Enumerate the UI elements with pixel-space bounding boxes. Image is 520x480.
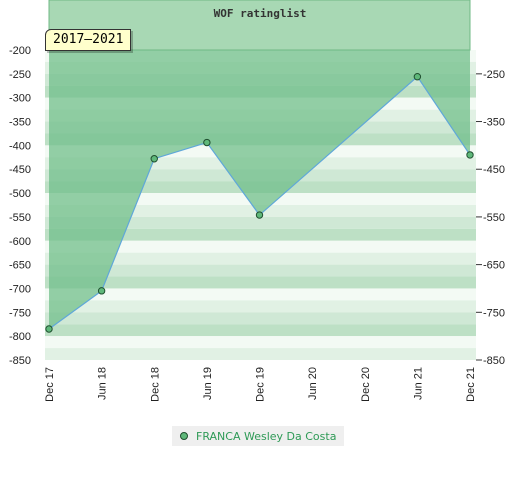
y-tick-label-left: -850 (9, 355, 31, 367)
background-band (45, 276, 476, 289)
data-point (45, 325, 53, 333)
x-tick-label: Dec 20 (360, 367, 372, 402)
legend-label: FRANCA Wesley Da Costa (196, 429, 337, 443)
y-axis-left: -200 -250 -300 -350 -400 -450 -500 -550 -600 -650… (9, 45, 31, 367)
legend[interactable]: FRANCA Wesley Da Costa (172, 426, 345, 446)
y-tick-label-left: -400 (9, 140, 31, 152)
background-band (45, 288, 476, 301)
background-band (45, 300, 476, 313)
data-point (97, 287, 106, 295)
data-point (466, 151, 474, 159)
chart-title: WOF ratinglist (214, 7, 307, 20)
background-band (45, 324, 476, 337)
x-tick-label: Jun 19 (202, 367, 214, 400)
y-tick-label-left: -450 (9, 164, 31, 176)
area-above-line (49, 50, 470, 329)
data-point (255, 211, 264, 219)
y-tick-label-left: -700 (9, 283, 31, 295)
x-tick-label: Jun 21 (412, 367, 424, 400)
background-band (45, 228, 476, 241)
x-tick-label: Dec 19 (255, 367, 267, 402)
y-tick-label-right: -650 (483, 260, 505, 272)
data-point (413, 73, 422, 81)
y-tick-label-left: -300 (9, 93, 31, 105)
period-badge: 2017–2021 (45, 29, 132, 51)
x-tick-label: Jun 20 (307, 367, 319, 400)
background-band (45, 264, 476, 277)
x-tick-label: Dec 18 (149, 367, 161, 402)
background-band (45, 252, 476, 265)
y-tick-label-left: -350 (9, 117, 31, 129)
y-tick-label-left: -550 (9, 212, 31, 224)
y-tick-label-right: -250 (483, 69, 505, 81)
y-tick-label-left: -650 (9, 260, 31, 272)
background-band (45, 216, 476, 229)
x-tick-label: Dec 17 (44, 367, 56, 402)
y-tick-label-left: -750 (9, 307, 31, 319)
y-tick-label-right: -450 (483, 164, 505, 176)
y-tick-label-left: -250 (9, 69, 31, 81)
y-tick-label-right: -350 (483, 117, 505, 129)
y-tick-label-right: -750 (483, 307, 505, 319)
y-tick-label-left: -200 (9, 45, 31, 57)
legend-marker-icon (180, 432, 188, 440)
series-markers (45, 73, 474, 333)
data-point (203, 138, 211, 147)
background-band (45, 348, 476, 360)
background-band (45, 312, 476, 325)
data-point (150, 155, 158, 163)
y-axis-right: -250 -350 -450 -550 -650 -750 -850 (476, 69, 505, 367)
y-tick-label-left: -500 (9, 188, 31, 200)
y-tick-label-left: -600 (9, 236, 31, 248)
x-axis: Dec 17 Jun 18 Dec 18 Jun 19 Dec 19 Jun 20 Dec … (44, 367, 477, 402)
x-tick-label: Dec 21 (465, 367, 477, 402)
y-tick-label-left: -800 (9, 331, 31, 343)
background-band (45, 240, 476, 253)
background-band (45, 336, 476, 349)
title-panel (48, 0, 471, 51)
x-tick-label: Jun 18 (97, 367, 109, 400)
y-tick-label-right: -550 (483, 212, 505, 224)
y-tick-label-right: -850 (483, 355, 505, 367)
